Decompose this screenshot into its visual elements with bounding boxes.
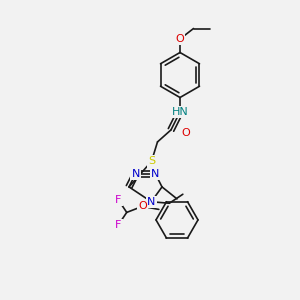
Text: F: F — [115, 195, 122, 205]
Text: HN: HN — [172, 107, 188, 117]
Text: N: N — [151, 169, 159, 178]
Text: F: F — [115, 220, 122, 230]
Text: O: O — [138, 201, 147, 212]
Text: O: O — [176, 34, 184, 44]
Text: S: S — [148, 156, 155, 167]
Text: N: N — [132, 169, 140, 178]
Text: N: N — [147, 197, 155, 207]
Text: O: O — [181, 128, 190, 138]
